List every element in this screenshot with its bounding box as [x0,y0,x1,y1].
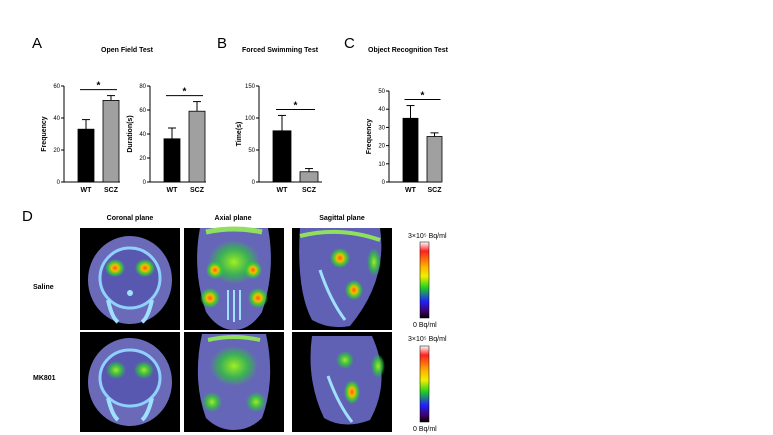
title-open-field: Open Field Test [101,47,154,54]
panel-label-d: D [22,208,33,225]
scale-max-label-1: 3×10⁵ Bq/ml [408,233,447,240]
bar-wt [77,128,95,183]
y-tick-label: 60 [139,108,146,114]
row-label-mk801: MK801 [33,375,56,382]
pet-image-mk801-axial [184,332,284,432]
scale-min-label-1: 0 Bq/ml [413,322,437,329]
y-tick-label: 150 [245,84,256,90]
y-tick-label: 40 [53,116,60,122]
y-tick-label: 20 [378,144,385,150]
scale-min-label-2: 0 Bq/ml [413,426,437,433]
pet-image-mk801-coronal [80,332,180,432]
y-tick-label: 40 [378,107,385,113]
x-category-label: SCZ [190,187,205,194]
y-tick-label: 0 [252,180,256,186]
x-category-label: WT [277,187,289,194]
chart-object-recognition-frequency: 0 10 20 30 40 50 Frequency WT SCZ * [366,89,443,194]
pet-image-saline-coronal [80,228,180,330]
y-tick-label: 0 [143,180,147,186]
scale-max-label-2: 3×10⁵ Bq/ml [408,336,447,343]
row-label-saline: Saline [33,284,54,291]
y-tick-label: 100 [245,116,256,122]
x-category-label: SCZ [104,187,119,194]
bar-scz [299,171,319,183]
y-tick-label: 10 [378,162,385,168]
y-tick-label: 50 [248,148,255,154]
panel-label-c: C [344,35,355,52]
color-scale-bar-2 [419,345,430,423]
bar-wt [272,130,292,183]
title-object-recognition: Object Recognition Test [368,47,449,54]
chart-open-field-frequency: 0 20 40 60 Frequency WT SCZ * [41,81,120,194]
pet-image-saline-axial [184,226,284,330]
significance-marker: * [183,87,187,98]
column-label-sagittal: Sagittal plane [319,215,365,222]
bar-wt [163,138,181,183]
chart-forced-swimming-time: 0 50 100 150 Time(s) WT SCZ * [236,84,322,194]
pet-image-saline-sagittal [292,228,392,330]
y-axis-label: Frequency [366,119,373,155]
y-tick-label: 0 [57,180,61,186]
bar-scz [188,110,206,183]
x-category-label: WT [405,187,417,194]
panel-label-a: A [32,35,42,52]
title-forced-swimming: Forced Swimming Test [242,47,319,54]
bar-scz [102,100,120,183]
chart-open-field-duration: 0 20 40 60 80 Duration(s) WT SCZ * [127,84,206,194]
x-category-label: WT [167,187,179,194]
column-label-coronal: Coronal plane [107,215,154,222]
panel-label-b: B [217,35,227,52]
significance-marker: * [421,91,425,102]
significance-marker: * [97,81,101,92]
color-scale-bar-1 [419,241,430,319]
y-tick-label: 50 [378,89,385,95]
y-tick-label: 20 [139,156,146,162]
column-label-axial: Axial plane [215,215,252,222]
y-axis-label: Duration(s) [127,115,134,152]
x-category-label: SCZ [428,187,443,194]
bar-wt [402,117,419,183]
y-axis-label: Frequency [41,116,48,152]
y-tick-label: 0 [382,180,386,186]
y-tick-label: 60 [53,84,60,90]
y-tick-label: 40 [139,132,146,138]
y-axis-label: Time(s) [236,122,243,147]
x-category-label: WT [81,187,93,194]
y-tick-label: 30 [378,125,385,131]
significance-marker: * [294,100,298,111]
y-tick-label: 80 [139,84,146,90]
x-category-label: SCZ [302,187,317,194]
y-tick-label: 20 [53,148,60,154]
pet-image-mk801-sagittal [292,332,392,432]
bar-scz [426,136,443,183]
